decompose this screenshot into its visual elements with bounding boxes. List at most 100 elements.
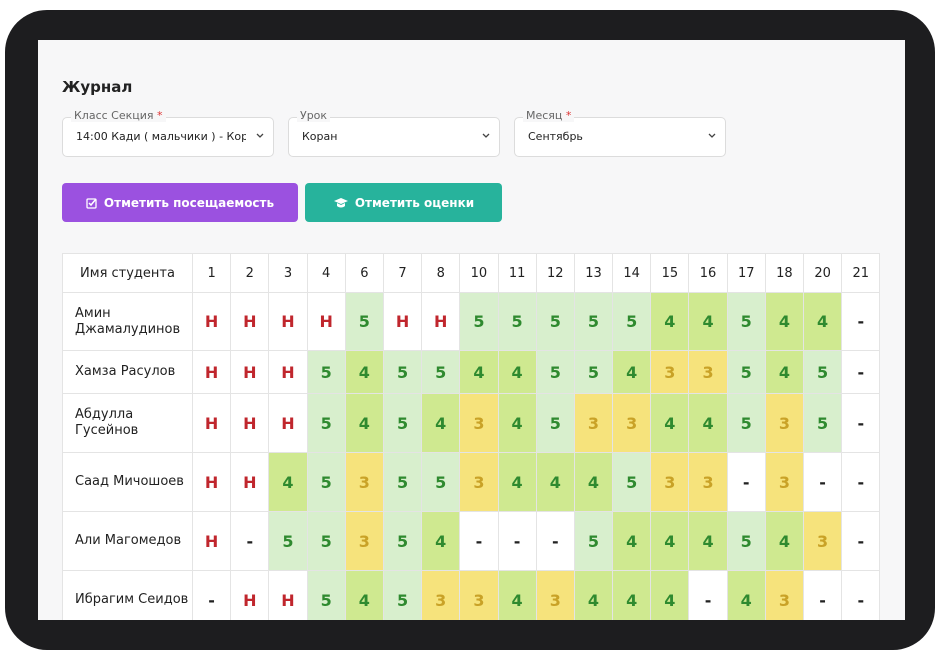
- grade-cell: 5: [802, 350, 843, 394]
- grade-cell: 4: [497, 570, 537, 620]
- grade-cell: Н: [230, 393, 270, 453]
- grade-cell: -: [841, 570, 881, 620]
- grade-table: Имя студента 1 2 3 4 6 7 8 10 11 12 13 14 15 16 17 18 20 2…: [62, 253, 881, 620]
- grade-cell: 5: [497, 292, 537, 351]
- grade-cell: 4: [535, 452, 575, 512]
- class-select[interactable]: Класс Секция * 14:00 Кади ( мальчики ) -…: [62, 109, 274, 157]
- grade-cell: 5: [421, 452, 461, 512]
- grade-cell: Н: [230, 570, 270, 620]
- grade-cell: 5: [382, 350, 423, 394]
- grade-cell: 5: [612, 292, 652, 351]
- lesson-select[interactable]: Урок Коран: [288, 109, 500, 157]
- grade-cell: 4: [612, 511, 652, 571]
- grade-cell: -: [191, 570, 232, 620]
- grade-cell: 4: [726, 570, 766, 620]
- grade-cell: 5: [306, 350, 346, 394]
- grade-cell: Н: [230, 350, 270, 394]
- grade-cell: 5: [382, 452, 423, 512]
- attendance-button[interactable]: Отметить посещаемость: [62, 183, 298, 222]
- grade-cell: 5: [535, 350, 575, 394]
- grade-cell: Н: [382, 292, 423, 351]
- required-marker: *: [565, 109, 572, 122]
- grade-cell: 4: [497, 452, 537, 512]
- column-header: 3: [268, 253, 308, 293]
- column-header: 17: [726, 253, 766, 293]
- grade-cell: 5: [535, 393, 575, 453]
- chevron: [482, 133, 490, 138]
- button-label: Отметить посещаемость: [103, 195, 275, 210]
- grade-cell: 4: [344, 570, 384, 620]
- grade-cell: 4: [650, 292, 690, 351]
- grade-cell: -: [802, 452, 843, 512]
- header-row: Имя студента 1 2 3 4 6 7 8 10 11 12 13 14 15 16 17 18 20 2…: [62, 253, 881, 293]
- grade-cell: 4: [650, 511, 690, 571]
- grade-cell: 5: [306, 393, 346, 453]
- grades-button[interactable]: Отметить оценки: [305, 183, 502, 222]
- month-select[interactable]: Месяц * Сентябрь: [514, 109, 726, 157]
- column-header: Имя студента: [62, 253, 193, 293]
- student-name: Хамза Расулов: [62, 350, 193, 394]
- grade-cell: -: [535, 511, 575, 571]
- grade-cell: 5: [382, 570, 423, 620]
- select-value: Сентябрь: [528, 130, 583, 143]
- select-value: 14:00 Кади ( мальчики ) - Коран ст: [76, 130, 246, 143]
- student-row: Ибрагим Сеидов - Н Н 5 4 5 3 3 4 3 4 4 4-4 3- -: [62, 570, 881, 620]
- column-header: 2: [230, 253, 270, 293]
- grade-cell: -: [841, 393, 881, 453]
- grade-cell: 5: [726, 393, 766, 453]
- grade-cell: 5: [573, 292, 614, 351]
- student-row: Амин Джамалудинов Н Н Н Н 5 Н Н 5 5 5 5 5 4 4 5 4 4-: [62, 292, 881, 351]
- grade-cell: Н: [268, 350, 308, 394]
- label-text: Класс Секция: [74, 109, 154, 122]
- grade-cell: 4: [802, 292, 843, 351]
- column-header: 14: [612, 253, 652, 293]
- grade-cell: 4: [421, 393, 461, 453]
- grade-cell: -: [841, 292, 881, 351]
- column-header: 12: [535, 253, 575, 293]
- grade-cell: 4: [573, 570, 614, 620]
- student-row: Али Магомедов Н -5 5 3 5 4- - -5 4 4 4 5 4 3-: [62, 511, 881, 571]
- grade-cell: Н: [230, 452, 270, 512]
- grade-cell: Н: [191, 393, 232, 453]
- grade-cell: 3: [612, 393, 652, 453]
- column-header: 18: [764, 253, 805, 293]
- grade-cell: 5: [306, 452, 346, 512]
- label-text: Месяц: [526, 109, 563, 122]
- grade-cell: 5: [382, 511, 423, 571]
- grade-cell: Н: [191, 350, 232, 394]
- column-header: 8: [421, 253, 461, 293]
- grade-cell: 3: [650, 452, 690, 512]
- grade-cell: 3: [764, 393, 805, 453]
- grade-cell: -: [688, 570, 728, 620]
- student-name: Али Магомедов: [62, 511, 193, 571]
- grade-cell: Н: [421, 292, 461, 351]
- grade-cell: 3: [421, 570, 461, 620]
- chevron: [708, 133, 716, 138]
- grade-cell: Н: [191, 452, 232, 512]
- grade-cell: 4: [268, 452, 308, 512]
- grade-cell: -: [802, 570, 843, 620]
- grade-cell: 3: [459, 570, 499, 620]
- student-name: Саад Мичошоев: [62, 452, 193, 512]
- student-row: Абдулла Гусейнов Н Н Н 5 4 5 4 3 4 5 3 3 4 4 5 3 5-: [62, 393, 881, 453]
- grade-cell: -: [841, 452, 881, 512]
- button-label: Отметить оценки: [354, 195, 475, 210]
- grade-cell: 3: [650, 350, 690, 394]
- grade-cell: -: [230, 511, 270, 571]
- select-value: Коран: [302, 130, 338, 143]
- grade-cell: 5: [612, 452, 652, 512]
- grade-cell: 4: [688, 393, 728, 453]
- grade-cell: 4: [459, 350, 499, 394]
- grade-cell: 3: [535, 570, 575, 620]
- grade-cell: 5: [573, 511, 614, 571]
- grade-cell: 4: [764, 511, 805, 571]
- grade-cell: 4: [612, 570, 652, 620]
- grade-cell: 3: [459, 452, 499, 512]
- grade-cell: Н: [306, 292, 346, 351]
- field-label: Месяц *: [523, 109, 575, 122]
- column-header: 15: [650, 253, 690, 293]
- column-header: 6: [344, 253, 384, 293]
- grade-cell: 4: [688, 511, 728, 571]
- grade-cell: 4: [573, 452, 614, 512]
- grade-cell: 4: [688, 292, 728, 351]
